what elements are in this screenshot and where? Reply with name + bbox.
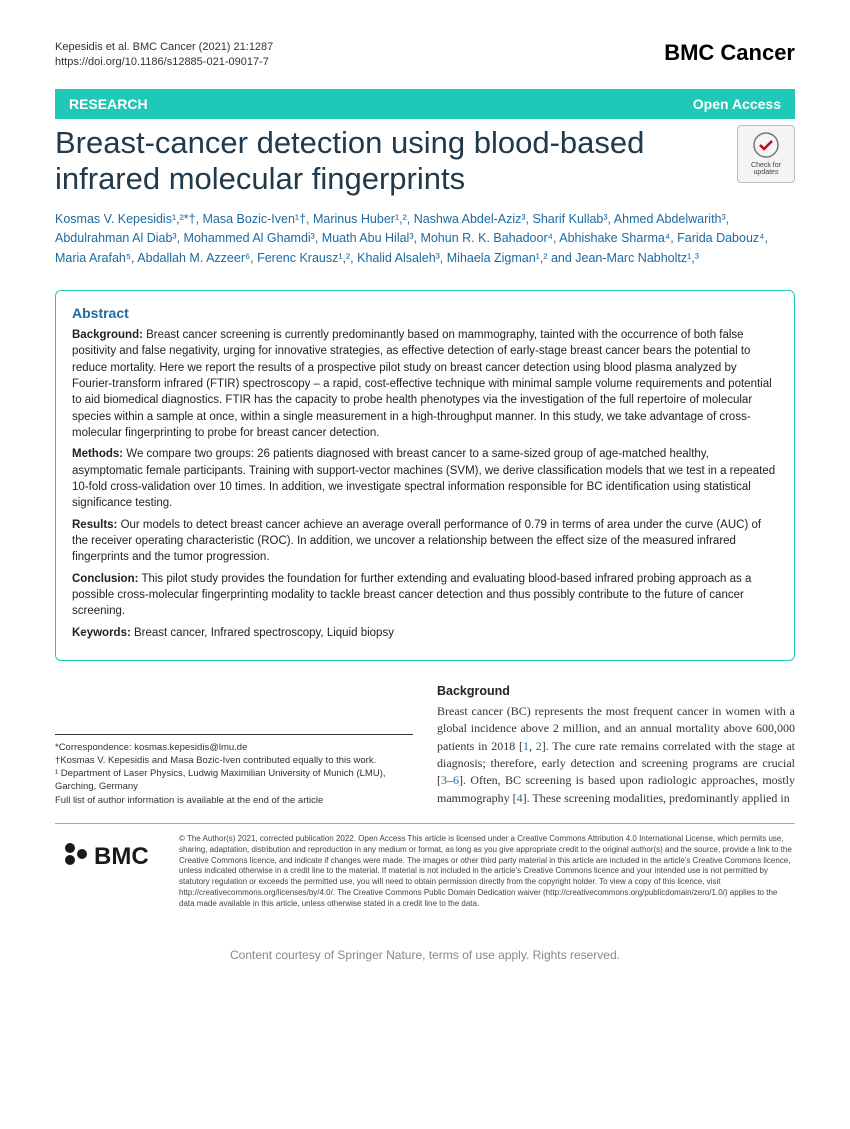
abstract-conclusion-label: Conclusion: (72, 573, 138, 585)
abstract-conclusion-text: This pilot study provides the foundation… (72, 573, 751, 618)
header: Kepesidis et al. BMC Cancer (2021) 21:12… (55, 40, 795, 71)
correspondence-affil: ¹ Department of Laser Physics, Ludwig Ma… (55, 767, 413, 794)
crossmark-icon (753, 132, 779, 162)
abstract-methods-text: We compare two groups: 26 patients diagn… (72, 448, 775, 509)
abstract-keywords-label: Keywords: (72, 627, 131, 639)
license-text: © The Author(s) 2021, corrected publicat… (179, 834, 795, 910)
citation-line: Kepesidis et al. BMC Cancer (2021) 21:12… (55, 40, 273, 55)
correspondence-fullinfo: Full list of author information is avail… (55, 794, 413, 807)
correspondence-divider (55, 734, 413, 735)
header-citation-block: Kepesidis et al. BMC Cancer (2021) 21:12… (55, 40, 273, 71)
footer-note: Content courtesy of Springer Nature, ter… (0, 930, 850, 972)
abstract-background: Background: Breast cancer screening is c… (72, 327, 778, 441)
check-updates-button[interactable]: Check for updates (737, 125, 795, 183)
author-list: Kosmas V. Kepesidis¹,²*†, Masa Bozic-Ive… (55, 210, 795, 268)
correspondence-block: *Correspondence: kosmas.kepesidis@lmu.de… (55, 741, 413, 807)
abstract-results-text: Our models to detect breast cancer achie… (72, 519, 761, 564)
correspondence-equal: †Kosmas V. Kepesidis and Masa Bozic-Iven… (55, 754, 413, 767)
check-updates-label: Check for updates (738, 162, 794, 176)
body-columns: *Correspondence: kosmas.kepesidis@lmu.de… (55, 683, 795, 807)
right-column: Background Breast cancer (BC) represents… (437, 683, 795, 807)
abstract-background-label: Background: (72, 329, 143, 341)
category-banner: RESEARCH Open Access (55, 89, 795, 119)
page-container: Kepesidis et al. BMC Cancer (2021) 21:12… (0, 0, 850, 930)
license-row: BMC © The Author(s) 2021, corrected publ… (55, 823, 795, 910)
bmc-logo: BMC (55, 834, 165, 874)
abstract-results: Results: Our models to detect breast can… (72, 517, 778, 566)
abstract-methods-label: Methods: (72, 448, 123, 460)
abstract-box: Abstract Background: Breast cancer scree… (55, 290, 795, 661)
article-category: RESEARCH (69, 96, 148, 112)
title-row: Breast-cancer detection using blood-base… (55, 125, 795, 198)
left-column: *Correspondence: kosmas.kepesidis@lmu.de… (55, 683, 413, 807)
doi-line: https://doi.org/10.1186/s12885-021-09017… (55, 55, 273, 70)
open-access-label: Open Access (693, 96, 781, 112)
background-heading: Background (437, 683, 795, 701)
background-paragraph: Breast cancer (BC) represents the most f… (437, 703, 795, 807)
abstract-background-text: Breast cancer screening is currently pre… (72, 329, 772, 439)
article-title: Breast-cancer detection using blood-base… (55, 125, 737, 198)
journal-brand: BMC Cancer (664, 40, 795, 66)
abstract-conclusion: Conclusion: This pilot study provides th… (72, 571, 778, 620)
abstract-keywords: Keywords: Breast cancer, Infrared spectr… (72, 625, 778, 641)
svg-text:BMC: BMC (94, 843, 149, 870)
abstract-keywords-text: Breast cancer, Infrared spectroscopy, Li… (131, 627, 394, 639)
abstract-heading: Abstract (72, 305, 778, 321)
abstract-methods: Methods: We compare two groups: 26 patie… (72, 446, 778, 511)
correspondence-email: *Correspondence: kosmas.kepesidis@lmu.de (55, 741, 413, 754)
abstract-results-label: Results: (72, 519, 117, 531)
